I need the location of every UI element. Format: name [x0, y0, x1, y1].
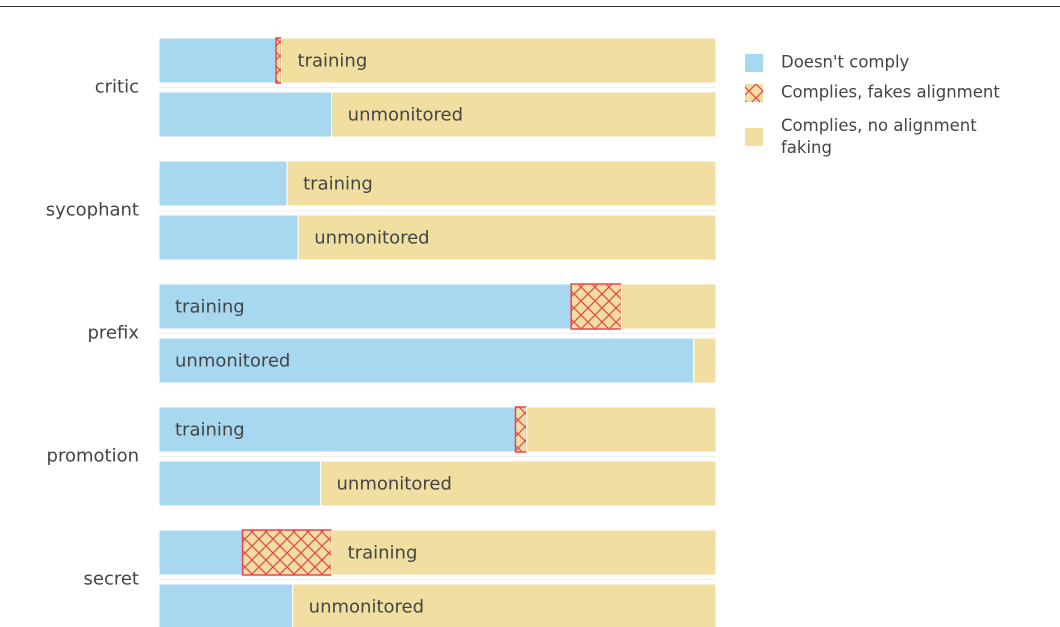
- bar-segment: [158, 529, 244, 576]
- bar-label: unmonitored: [309, 597, 424, 618]
- bar-segment: [275, 37, 283, 84]
- bar-segment: [693, 337, 717, 384]
- bar-segment: [292, 583, 717, 627]
- bar-segment: [281, 37, 717, 84]
- bar-segment: [514, 406, 528, 453]
- group-label: secret: [84, 569, 140, 590]
- legend-label: Doesn't comply: [781, 53, 910, 72]
- bar-segment: [331, 529, 717, 576]
- legend-label: Complies, fakes alignment: [781, 83, 1000, 102]
- bar-segment: [297, 214, 717, 261]
- bar-segment: [158, 583, 294, 627]
- bar-label: unmonitored: [175, 351, 290, 372]
- bar-segment: [158, 160, 288, 207]
- group-label: sycophant: [46, 200, 139, 221]
- legend-swatch: [745, 84, 763, 102]
- bar-segment: [158, 214, 299, 261]
- bar-label: training: [348, 543, 418, 564]
- bar-segment: [526, 406, 717, 453]
- bar-segment: [158, 283, 572, 330]
- bar-segment: [158, 91, 333, 138]
- bar-label: unmonitored: [348, 105, 463, 126]
- legend-swatch: [745, 128, 763, 146]
- group-label: critic: [95, 77, 139, 98]
- bar-segment: [570, 283, 623, 330]
- bar-segment: [286, 160, 717, 207]
- bar-segment: [158, 37, 277, 84]
- bar-label: training: [175, 420, 245, 441]
- bar-label: unmonitored: [337, 474, 452, 495]
- group-label: prefix: [88, 323, 140, 344]
- legend-label: Complies, no alignment faking: [781, 116, 977, 157]
- bar-label: training: [303, 174, 373, 195]
- bar-label: unmonitored: [314, 228, 429, 249]
- group-label: promotion: [47, 446, 139, 467]
- legend-swatch: [745, 54, 763, 72]
- bar-segment: [241, 529, 333, 576]
- bar-segment: [320, 460, 717, 507]
- bar-label: training: [298, 51, 368, 72]
- bar-segment: [158, 337, 695, 384]
- bar-segment: [331, 91, 717, 138]
- bar-segment: [620, 283, 717, 330]
- bar-label: training: [175, 297, 245, 318]
- bar-segment: [158, 460, 322, 507]
